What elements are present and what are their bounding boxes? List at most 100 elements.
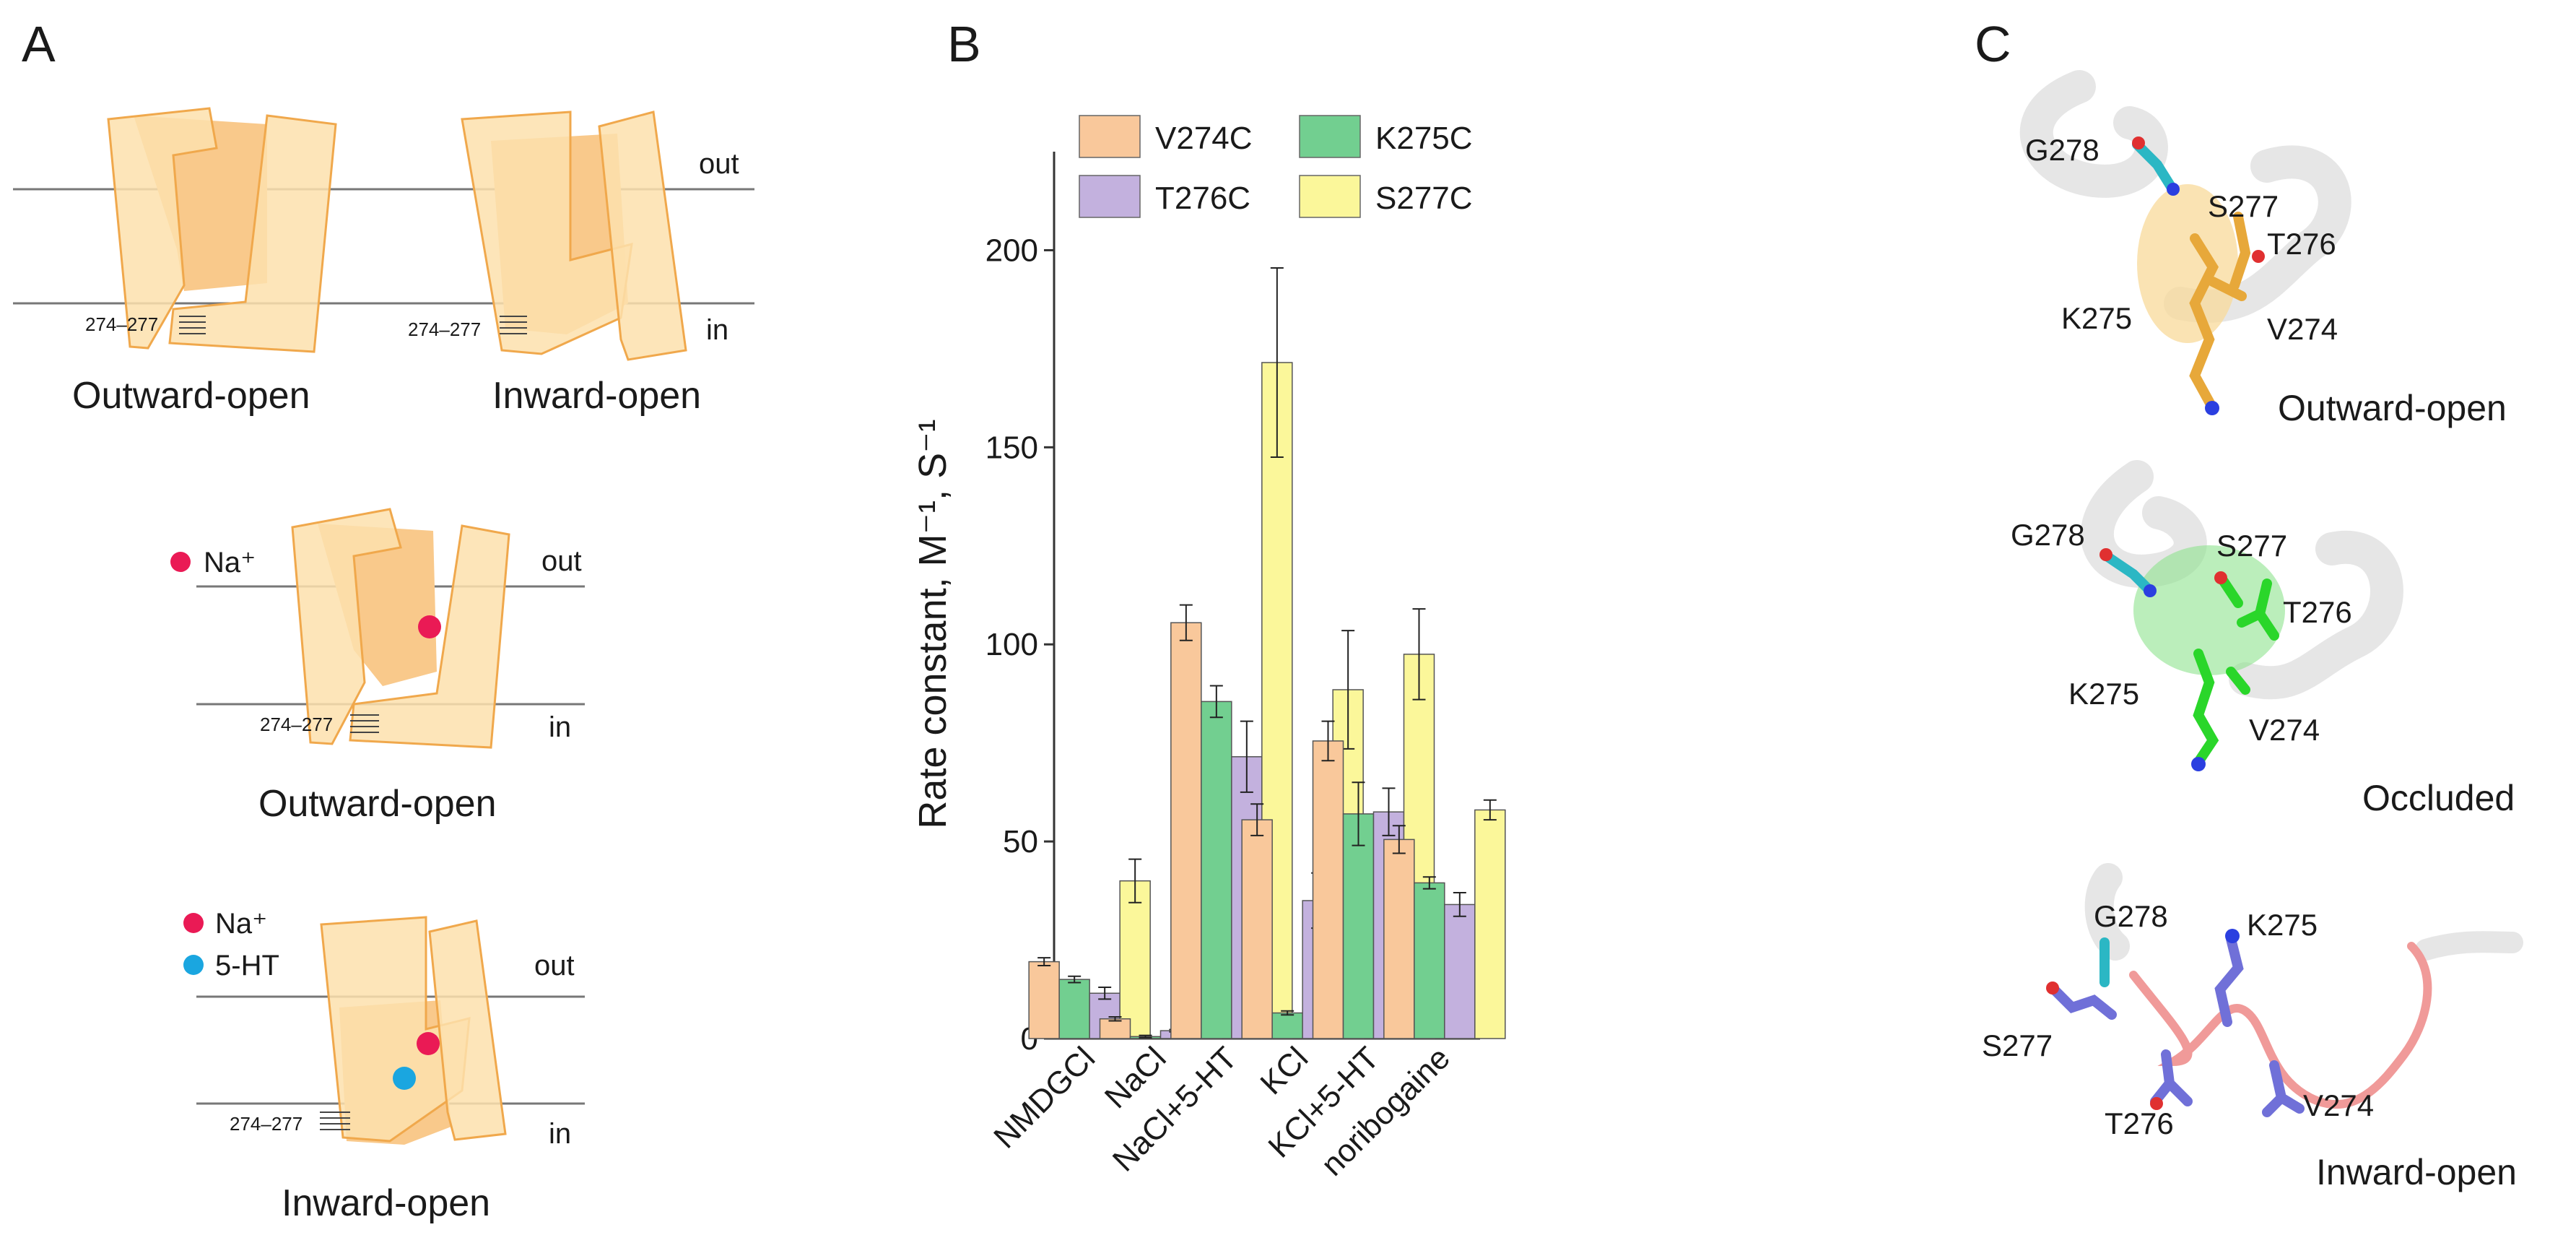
bar-chart: 050100150200Rate constant, M⁻¹, S⁻¹NMDGC… (911, 115, 1506, 1183)
helix-highlight (2137, 184, 2238, 343)
y-tick-label: 150 (985, 430, 1038, 465)
residue-range-label: 274–277 (408, 318, 481, 340)
label-v274: V274 (2303, 1088, 2374, 1122)
bar-T276C-noribogaine (1444, 904, 1476, 1039)
side-label-in: in (549, 711, 571, 743)
state-caption: Outward-open (258, 783, 497, 825)
scaffold-domain (428, 919, 507, 1141)
serotonin-bound (393, 1067, 416, 1090)
helix-ribbon (2164, 145, 2351, 323)
residue-range-label: 274–277 (260, 714, 333, 735)
legend-swatch-K275C (1299, 115, 1361, 158)
residue-ticks (320, 1112, 350, 1130)
residue-k275-stick (2193, 649, 2219, 767)
state-caption: Outward-open (72, 375, 310, 417)
label-k275: K275 (2061, 301, 2132, 335)
label-t276: T276 (2267, 227, 2336, 261)
oxygen-atom (2132, 136, 2145, 150)
bar-K275C-KCl (1271, 1012, 1303, 1039)
label-s277: S277 (2208, 189, 2279, 223)
state-caption: Inward-open (282, 1182, 490, 1224)
bar-S277C-noribogaine (1474, 809, 1506, 1039)
nitrogen-atom (2205, 401, 2219, 415)
structure-inward-open: G278 K275 S277 V274 T276 Inward-open (1982, 863, 2523, 1192)
side-label-in: in (706, 314, 728, 346)
state-caption: Inward-open (492, 375, 701, 417)
residue-v274-stick (2262, 1060, 2305, 1117)
residue-ticks (179, 316, 206, 334)
schematic-inward-open-1: 274–277 out in Inward-open (408, 110, 739, 417)
loop-ribbon (2129, 942, 2432, 1109)
nitrogen-atom (2144, 584, 2157, 597)
na-ion-bound (418, 615, 441, 638)
oxygen-atom (2046, 982, 2059, 994)
nitrogen-atom (2191, 757, 2206, 771)
bar-K275C-noribogaine (1414, 882, 1445, 1039)
residue-g278-stick (2132, 139, 2177, 193)
residue-ticks (500, 316, 527, 334)
scaffold-domain (168, 114, 337, 353)
side-label-out: out (699, 148, 739, 180)
y-axis-title: Rate constant, M⁻¹, S⁻¹ (911, 419, 954, 828)
legend-label-S277C: S277C (1375, 181, 1473, 216)
helix-highlight (2133, 545, 2285, 675)
side-label-in: in (549, 1118, 571, 1150)
bar-V274C-NaCl+5-HT (1170, 622, 1202, 1039)
label-s277: S277 (2216, 529, 2287, 563)
schematic-inward-open-na-5ht: Na⁺ 5-HT 274–277 out in Inward-open (183, 908, 585, 1224)
bar-K275C-KCl+5-HT (1342, 813, 1375, 1039)
na-ion-legend-icon (183, 913, 204, 933)
helix-ribbon (2084, 863, 2130, 961)
label-v274: V274 (2267, 312, 2338, 346)
helix-ribbon (2229, 530, 2403, 700)
y-tick-label: 200 (985, 233, 1038, 268)
residue-s277-stick (2049, 984, 2117, 1020)
legend-label-K275C: K275C (1375, 121, 1473, 156)
residue-ticks (350, 714, 379, 733)
y-tick-label: 50 (1003, 824, 1038, 859)
label-t276: T276 (2105, 1106, 2174, 1140)
residue-s277-stick (2219, 576, 2243, 608)
residue-v274-stick (2226, 667, 2250, 695)
legend-swatch-V274C (1079, 115, 1141, 158)
panel-label-c: C (1975, 16, 2011, 72)
label-g278: G278 (2011, 518, 2085, 552)
bar-V274C-noribogaine (1383, 838, 1415, 1039)
bundle-domain (291, 508, 402, 745)
legend-label-T276C: T276C (1155, 181, 1250, 216)
legend-swatch-S277C (1299, 175, 1361, 218)
nitrogen-atom (2167, 183, 2180, 196)
oxygen-atom (2214, 571, 2227, 584)
helix-ribbon (2415, 931, 2523, 961)
x-category-label: NMDGCl (987, 1040, 1102, 1155)
label-s277: S277 (1982, 1028, 2053, 1062)
helix-ribbon (2019, 70, 2168, 198)
residue-t276-stick (2229, 212, 2251, 290)
bar-K275C-NMDGCl (1058, 979, 1090, 1039)
residue-g278-stick (2102, 551, 2153, 594)
state-caption: Inward-open (2316, 1152, 2517, 1192)
serotonin-legend-icon (183, 955, 204, 975)
structure-occluded: G278 S277 T276 K275 V274 Occluded (2011, 460, 2515, 818)
x-category-label: KCl (1253, 1040, 1315, 1101)
residue-v274-stick (2208, 277, 2247, 301)
serotonin-label: 5-HT (215, 950, 279, 982)
na-label: Na⁺ (204, 547, 256, 578)
na-ion-legend-icon (170, 552, 191, 572)
label-k275: K275 (2247, 908, 2318, 942)
nitrogen-atom (2225, 929, 2240, 943)
na-label: Na⁺ (215, 908, 267, 940)
schematic-outward-open-1: 274–277 Outward-open (13, 107, 754, 417)
label-k275: K275 (2068, 677, 2139, 711)
label-g278: G278 (2025, 133, 2099, 167)
bar-V274C-NMDGCl (1028, 961, 1060, 1039)
oxygen-atom (2150, 1097, 2163, 1110)
residue-t276-stick (2237, 578, 2279, 641)
residue-range-label: 274–277 (85, 313, 158, 335)
residue-t276-stick (2150, 1049, 2193, 1106)
schematic-outward-open-na: Na⁺ 274–277 out in Outward-open (170, 508, 585, 825)
helix-ribbon (2080, 460, 2207, 588)
scaffold-domain (349, 524, 510, 749)
oxygen-atom (2252, 250, 2265, 263)
